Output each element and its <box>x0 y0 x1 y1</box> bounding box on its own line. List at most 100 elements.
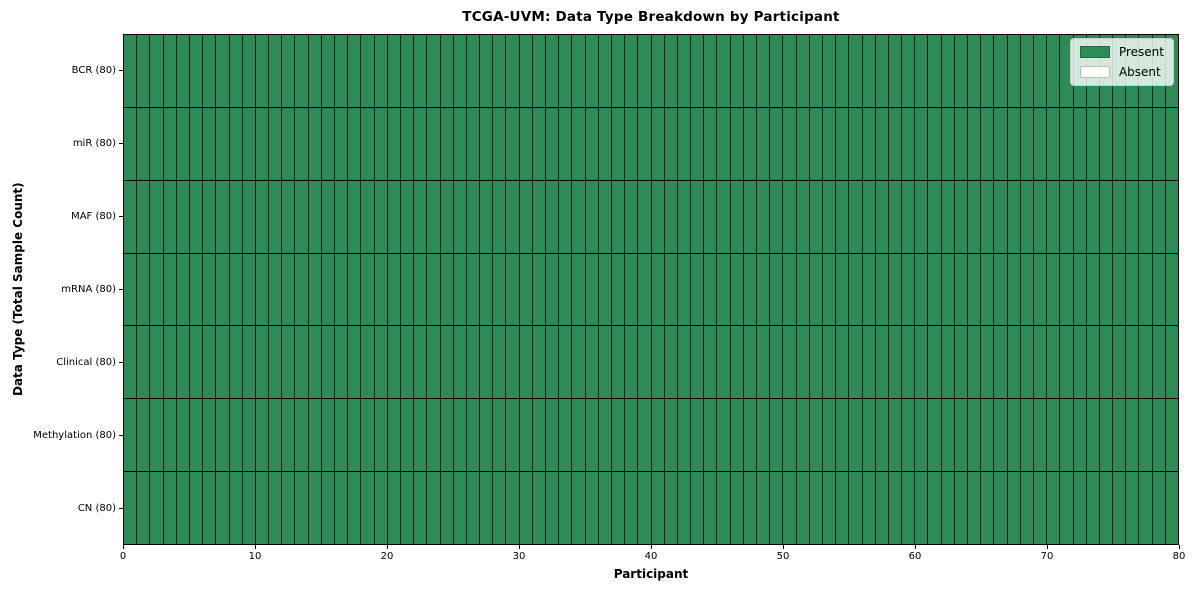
heatmap-cell <box>163 472 177 545</box>
heatmap-cell <box>704 107 718 180</box>
heatmap-cell <box>1047 399 1061 472</box>
heatmap-cell <box>453 326 467 399</box>
heatmap-cell <box>203 107 217 180</box>
heatmap-cell <box>1047 107 1061 180</box>
heatmap-cell <box>1165 399 1178 472</box>
heatmap-cell <box>822 326 837 399</box>
heatmap-cell <box>1033 253 1048 326</box>
heatmap-cell <box>282 472 296 545</box>
heatmap-cell <box>677 35 692 107</box>
heatmap-cell <box>691 180 705 253</box>
heatmap-cell <box>387 107 401 180</box>
heatmap-cell <box>1073 180 1087 253</box>
heatmap-cell <box>440 35 454 107</box>
heatmap-cell <box>902 253 916 326</box>
heatmap-cell <box>255 253 270 326</box>
heatmap-cell <box>400 107 415 180</box>
heatmap-cell <box>954 326 968 399</box>
heatmap-cell <box>941 399 955 472</box>
heatmap-cell <box>282 253 296 326</box>
heatmap-cell <box>638 253 652 326</box>
heatmap-cell <box>163 399 177 472</box>
heatmap-cell <box>150 472 164 545</box>
heatmap-cell <box>137 472 151 545</box>
heatmap-cell <box>638 472 652 545</box>
heatmap-cell <box>321 107 335 180</box>
heatmap-cell <box>414 180 428 253</box>
heatmap-cell <box>414 472 428 545</box>
heatmap-cell <box>1152 180 1166 253</box>
heatmap-cell <box>269 472 283 545</box>
heatmap-cell <box>1007 180 1021 253</box>
heatmap-cell <box>809 253 823 326</box>
heatmap-cell <box>532 399 546 472</box>
heatmap-cell <box>1073 107 1087 180</box>
heatmap-cell <box>546 107 560 180</box>
heatmap-row-miR <box>124 107 1178 181</box>
heatmap-cell <box>137 253 151 326</box>
heatmap-cell <box>1007 107 1021 180</box>
heatmap-cell <box>981 399 995 472</box>
heatmap-cell <box>664 35 678 107</box>
heatmap-cell <box>255 472 270 545</box>
heatmap-cell <box>124 326 138 399</box>
heatmap-cell <box>1060 253 1074 326</box>
heatmap-cell <box>387 472 401 545</box>
heatmap-cell <box>783 399 797 472</box>
heatmap-cell <box>216 35 230 107</box>
heatmap-cell <box>611 180 626 253</box>
heatmap-cell <box>163 253 177 326</box>
heatmap-cell <box>1139 180 1153 253</box>
heatmap-cell <box>348 35 362 107</box>
heatmap-cell <box>427 180 441 253</box>
heatmap-cell <box>203 253 217 326</box>
heatmap-cell <box>704 180 718 253</box>
heatmap-cell <box>1126 180 1140 253</box>
heatmap-cell <box>480 35 494 107</box>
y-tick-label: MAF (80) <box>71 210 116 222</box>
heatmap-cell <box>229 399 243 472</box>
heatmap-cell <box>664 326 678 399</box>
heatmap-cell <box>677 107 692 180</box>
heatmap-cell <box>928 107 942 180</box>
heatmap-cell <box>242 107 256 180</box>
heatmap-cell <box>625 472 639 545</box>
plot-area <box>123 34 1179 545</box>
heatmap-cell <box>1165 180 1178 253</box>
heatmap-cell <box>783 326 797 399</box>
heatmap-cell <box>321 253 335 326</box>
heatmap-cell <box>915 35 929 107</box>
heatmap-cell <box>981 180 995 253</box>
heatmap-cell <box>229 326 243 399</box>
heatmap-cell <box>480 326 494 399</box>
heatmap-cell <box>374 180 388 253</box>
heatmap-cell <box>1033 35 1048 107</box>
heatmap-cell <box>374 107 388 180</box>
heatmap-cell <box>611 472 626 545</box>
heatmap-cell <box>1113 472 1127 545</box>
heatmap-cell <box>493 472 507 545</box>
heatmap-cell <box>981 253 995 326</box>
heatmap-cell <box>875 399 889 472</box>
heatmap-cell <box>743 107 757 180</box>
heatmap-cell <box>335 253 349 326</box>
heatmap-cell <box>189 326 204 399</box>
heatmap-cell <box>387 180 401 253</box>
heatmap-cell <box>1047 253 1061 326</box>
legend-label: Absent <box>1118 65 1161 79</box>
heatmap-cell <box>1165 107 1178 180</box>
heatmap-cell <box>480 180 494 253</box>
heatmap-cell <box>189 35 204 107</box>
heatmap-cell <box>809 180 823 253</box>
heatmap-cell <box>150 253 164 326</box>
heatmap-cell <box>414 107 428 180</box>
heatmap-cell <box>1033 107 1048 180</box>
heatmap-cell <box>809 107 823 180</box>
legend-entry-absent: Absent <box>1079 65 1164 79</box>
heatmap-cell <box>1073 399 1087 472</box>
heatmap-cell <box>1152 326 1166 399</box>
heatmap-cell <box>559 472 573 545</box>
heatmap-cell <box>941 472 955 545</box>
heatmap-cell <box>888 472 903 545</box>
heatmap-cell <box>1060 472 1074 545</box>
